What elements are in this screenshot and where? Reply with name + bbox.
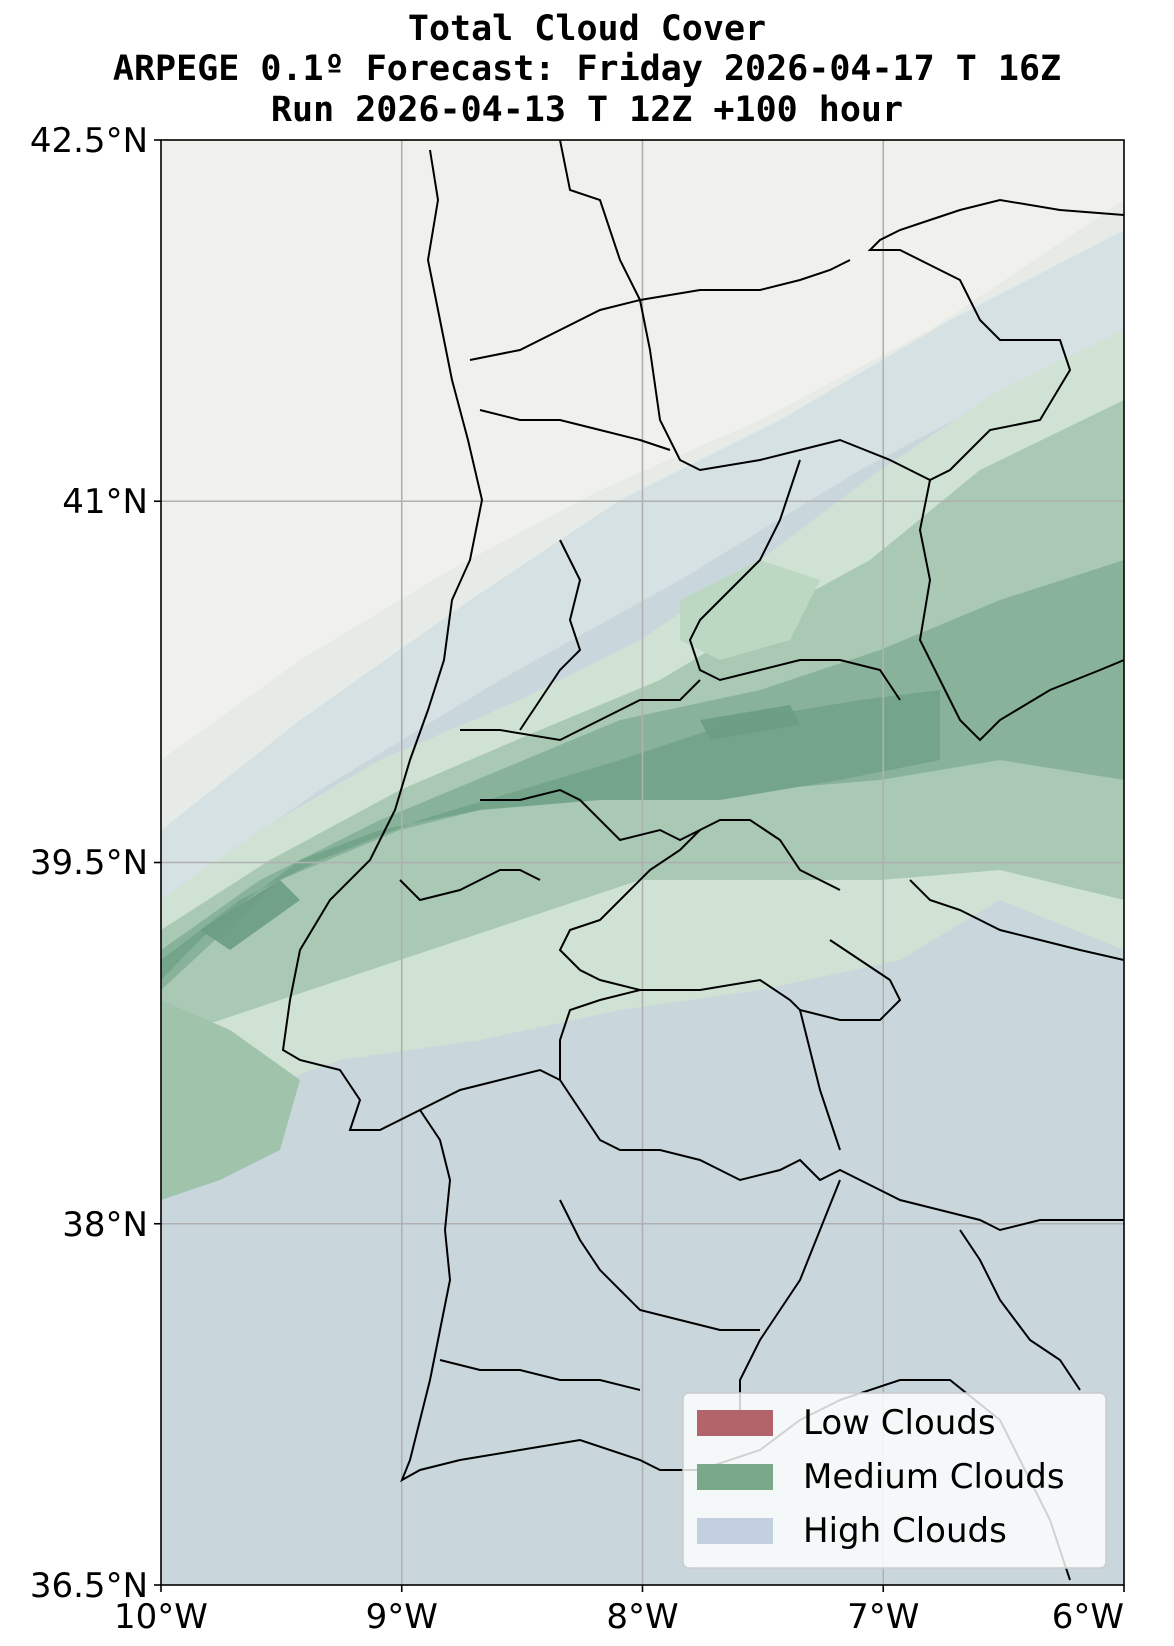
border-district-5 [519, 539, 582, 731]
y-tick-label-41n: 41°N [62, 482, 148, 522]
sea-medium-streak [161, 1000, 300, 1200]
border-district-16 [909, 879, 1124, 961]
border-district-1 [469, 259, 851, 361]
tick-marks [154, 139, 1125, 1592]
border-district-9 [399, 869, 541, 902]
medium-cloud-core [200, 880, 300, 950]
border-district-4 [460, 679, 701, 742]
legend-label-high: High Clouds [803, 1511, 1007, 1551]
x-tick-label-7w: 7°W [847, 1597, 919, 1637]
cloud-field [161, 140, 1124, 1585]
legend-label-low: Low Clouds [803, 1403, 996, 1443]
border-district-2 [479, 409, 671, 451]
lat-lon-grid [161, 140, 1124, 1585]
y-tick-label-39-5n: 39.5°N [30, 843, 148, 883]
border-district-12 [799, 1009, 841, 1151]
medium-cloud-band-darker [161, 690, 940, 980]
chart-title-line-3: Run 2026-04-13 T 12Z +100 hour [270, 90, 904, 130]
y-tick-label-36-5n: 36.5°N [30, 1566, 148, 1606]
y-tick-label-38n: 38°N [62, 1205, 148, 1245]
legend-label-medium: Medium Clouds [803, 1457, 1065, 1497]
medium-cloud-core-2 [700, 705, 800, 740]
border-district-8 [558, 829, 902, 1021]
border-district-7 [480, 788, 841, 891]
border-district-10 [419, 1068, 1124, 1232]
x-tick-label-6w: 6°W [1052, 1597, 1124, 1637]
medium-cloud-light-patch [680, 560, 820, 660]
legend-swatch-low [697, 1410, 773, 1436]
chart-title-line-1: Total Cloud Cover [407, 9, 767, 49]
x-tick-label-8w: 8°W [606, 1597, 678, 1637]
border-district-6 [918, 479, 1124, 742]
x-tick-label-9w: 9°W [366, 1597, 438, 1637]
border-district-17 [959, 1229, 1081, 1391]
border-north [559, 140, 1124, 482]
border-district-11 [559, 989, 641, 1080]
chart-title-line-2: ARPEGE 0.1º Forecast: Friday 2026-04-17 … [112, 49, 1062, 89]
legend-box [682, 1392, 1107, 1569]
border-district-14 [559, 1199, 760, 1331]
x-tick-label-10w: 10°W [114, 1597, 208, 1637]
border-district-13 [739, 1179, 841, 1420]
y-tick-label-42-5n: 42.5°N [30, 121, 148, 161]
border-district-15 [439, 1359, 641, 1391]
legend-swatch-medium [697, 1464, 773, 1490]
legend: Low Clouds Medium Clouds High Clouds [682, 1392, 1107, 1569]
border-district-3 [688, 459, 901, 701]
legend-swatch-high [697, 1518, 773, 1544]
